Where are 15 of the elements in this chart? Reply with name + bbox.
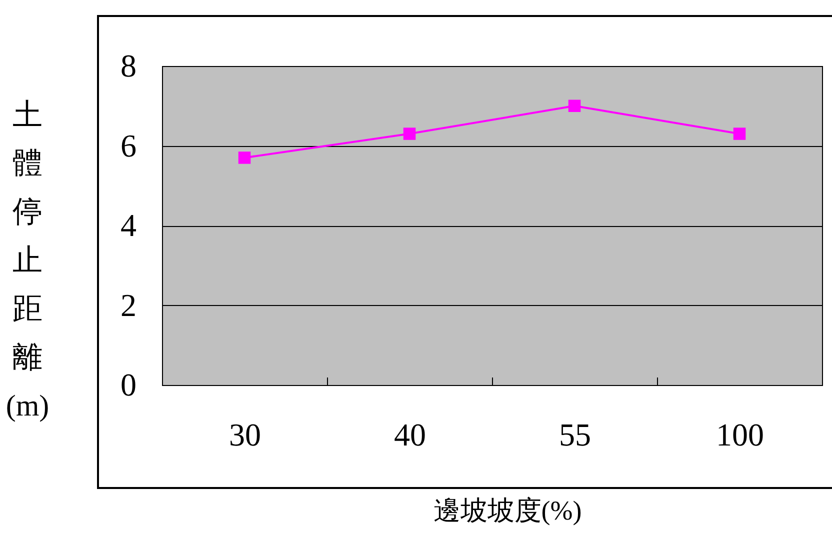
y-tick-label: 4 <box>120 207 136 243</box>
y-tick-label: 8 <box>120 48 136 84</box>
y-axis-title: 土體停止距離(m) <box>6 98 50 422</box>
x-tick-label: 100 <box>716 416 764 452</box>
point <box>568 100 581 112</box>
x-tick-label: 30 <box>229 416 261 452</box>
y-tick-label: 6 <box>120 127 136 164</box>
point <box>238 152 251 164</box>
x-axis-title: 邊坡坡度(%) <box>433 496 582 526</box>
point <box>403 128 416 140</box>
y-tick-label: 2 <box>120 286 136 323</box>
x-tick-label: 55 <box>559 416 591 452</box>
y-tick-label: 0 <box>120 366 136 402</box>
point <box>733 128 746 140</box>
x-tick-label: 40 <box>394 416 426 452</box>
